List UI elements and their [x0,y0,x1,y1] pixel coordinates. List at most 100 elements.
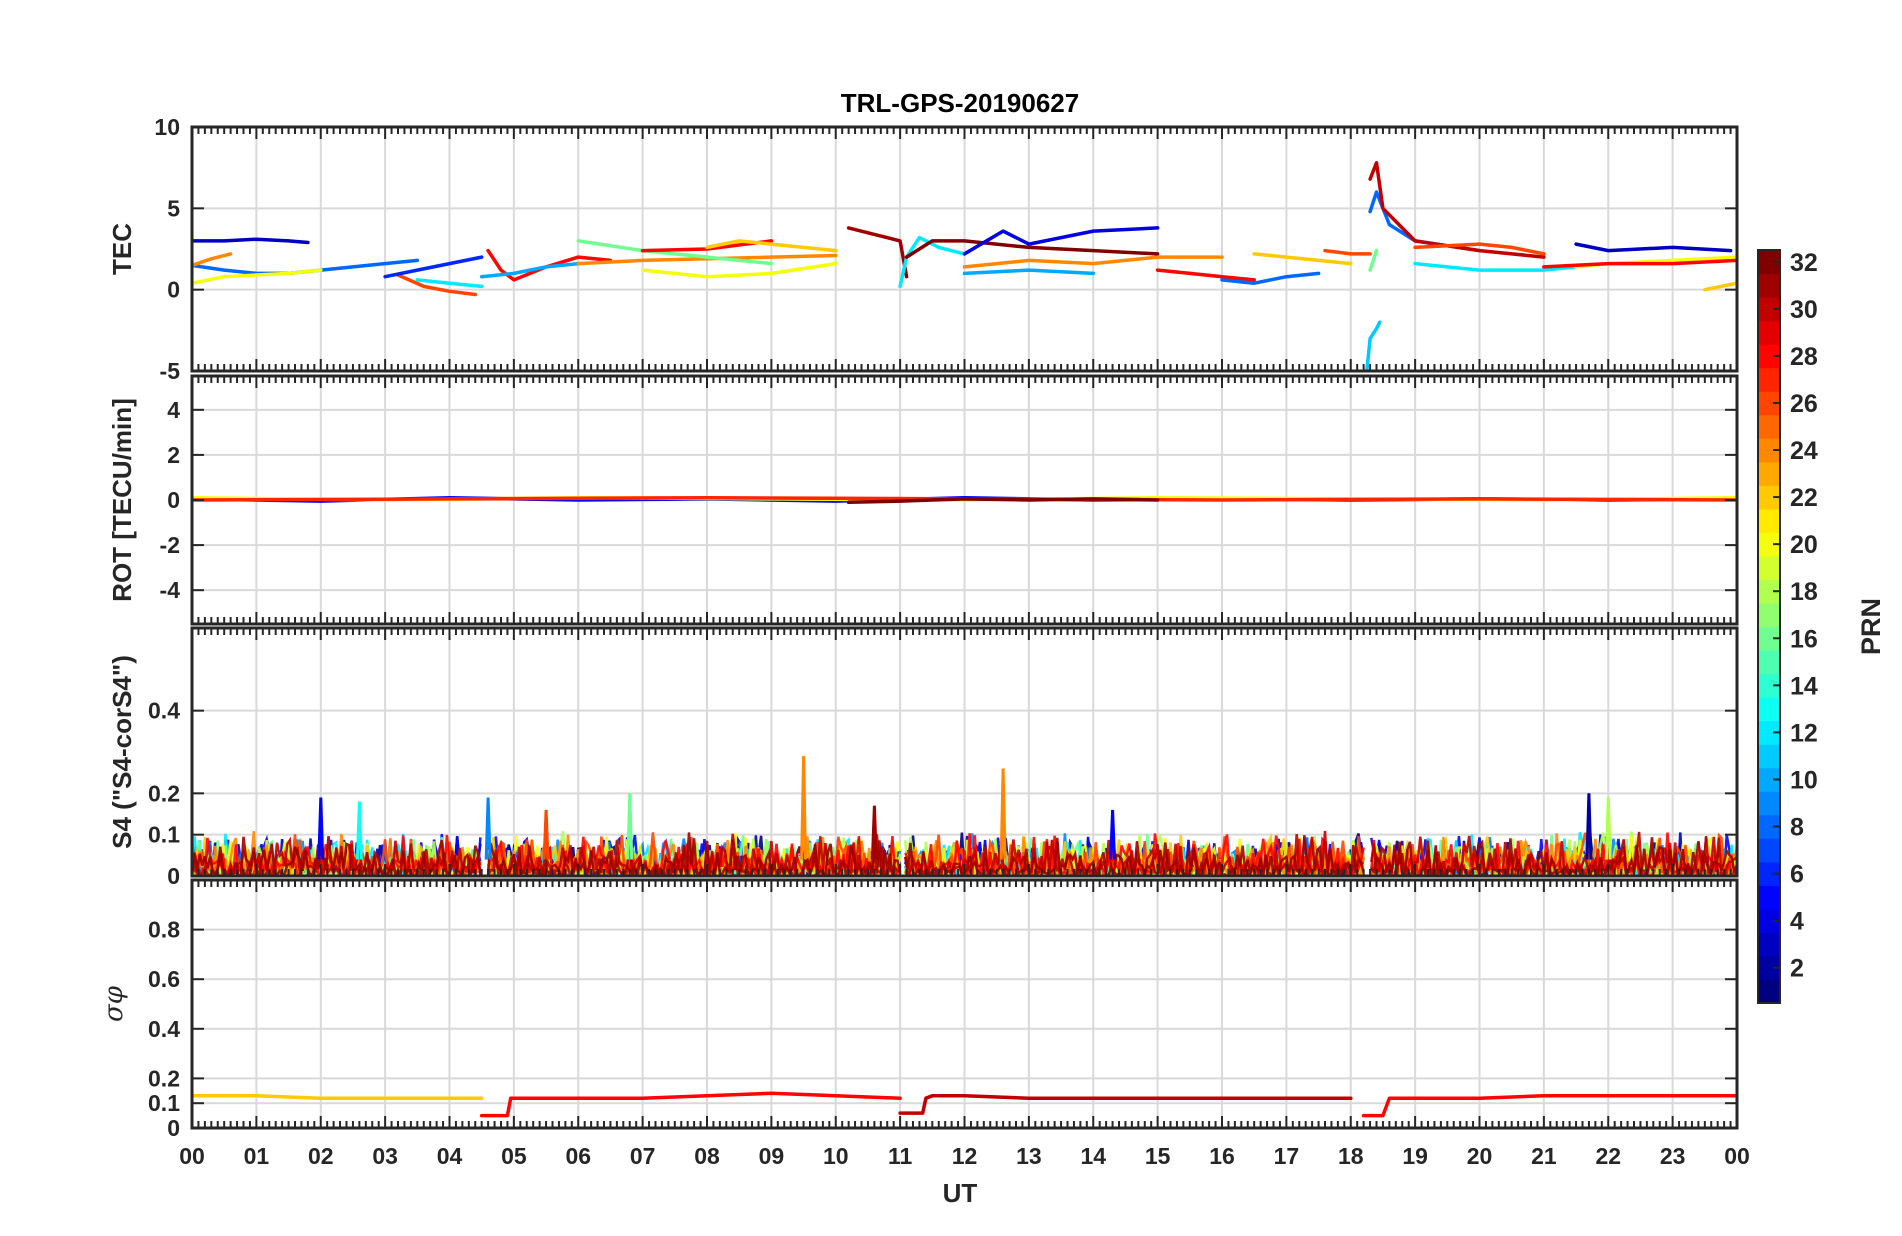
y-axis-label: σφ [99,985,129,1022]
series-prn-26 [396,273,478,297]
panel-data [192,495,1737,505]
y-tick-label: 0.6 [148,966,180,992]
colorbar-tick-label: 10 [1790,766,1818,794]
colorbar-frame [1757,249,1781,1004]
series-prn-16 [576,239,774,266]
x-tick-label: 12 [952,1143,978,1169]
series-prn-12 [898,235,967,289]
x-tick-label: 05 [501,1143,527,1169]
series-prn-24 [192,252,233,268]
colorbar-cell [1758,414,1780,439]
colorbar-cell [1758,838,1780,863]
series-prn-22 [192,1094,484,1100]
series-prn-20 [192,268,323,285]
panel-ticks [191,126,1738,372]
x-tick-label: 08 [694,1143,720,1169]
y-axis-label: TEC [107,223,137,275]
series-prn-3 [192,237,310,245]
colorbar-tick-label: 18 [1790,578,1818,606]
x-tick-label: 10 [823,1143,849,1169]
panel-ticks [191,628,1738,877]
colorbar-cell [1758,673,1780,698]
x-tick-label: 04 [437,1143,463,1169]
colorbar-cell [1758,602,1780,628]
x-tick-label: 15 [1145,1143,1171,1169]
colorbar-cell [1758,861,1780,886]
x-tick-label: 21 [1531,1143,1557,1169]
colorbar-cell [1758,461,1780,486]
series-prn-24 [962,255,1224,269]
y-tick-label: -2 [160,532,180,558]
series-prn-26 [1413,242,1546,256]
series-prn-28 [486,248,613,282]
panel-rot: -4 -2 0 2 4 ROT [TECU/min] [107,374,1739,626]
colorbar-label: PRN [1856,598,1886,655]
colorbar-cell [1758,908,1780,934]
x-tick-label: 09 [759,1143,785,1169]
series-prn-11 [1365,320,1382,371]
y-tick-label: 0 [167,1115,180,1141]
peak-prn-24 [999,768,1007,860]
colorbar-cell [1758,297,1780,322]
x-tick-label: 23 [1660,1143,1686,1169]
series-prn-4 [962,226,1160,256]
y-tick-label: -4 [160,577,181,603]
series-prn-30 [1368,161,1546,259]
colorbar-tick-label: 14 [1790,672,1818,700]
y-tick-label: 0.1 [148,1090,180,1116]
colorbar-cell [1758,250,1780,275]
x-tick-label: 00 [1724,1143,1750,1169]
panel-grid [191,628,1738,877]
y-tick-label: 0.4 [148,698,180,724]
x-tick-label: 01 [244,1143,270,1169]
colorbar-cell [1758,814,1780,839]
colorbar-cell [1758,367,1780,392]
peak-prn-26 [542,809,550,860]
y-tick-label: 0 [167,277,180,303]
series-prn-22 [1252,252,1353,266]
series-prn-32 [904,239,1160,259]
colorbar-tick-label: 32 [1790,249,1818,277]
y-tick-label: 2 [167,442,180,468]
colorbar-cell [1758,932,1780,957]
series-prn-28 [1361,1094,1737,1118]
panel-data [192,161,1737,371]
y-tick-label: 0.2 [148,780,180,806]
series-prn-30 [898,1094,1353,1115]
colorbar-tick-label: 4 [1790,908,1804,936]
y-axis-label: S4 ("S4-corS4") [107,655,137,849]
colorbar-tick-label: 8 [1790,814,1804,842]
colorbar-tick-label: 6 [1790,861,1804,889]
peak-prn-13 [355,801,363,860]
x-axis-label: UT [943,1178,978,1208]
colorbar-cell [1758,791,1780,816]
series-prn-26 [1323,248,1372,256]
y-tick-label: 0 [167,487,180,513]
colorbar-cell [1758,626,1780,651]
peak-prn-31 [870,805,878,860]
series-prn-28 [1542,258,1737,269]
x-tick-label: 11 [888,1143,913,1169]
colorbar-cell [1758,555,1780,581]
x-tick-label: 17 [1274,1143,1300,1169]
panel-sigma: 00.10.2 0.4 0.6 0.8 σφ [99,878,1739,1141]
series-prn-8 [1220,271,1321,285]
panel-s4: 0 0.1 0.2 0.4 S4 ("S4-corS4") [107,626,1739,889]
colorbar-cell [1758,955,1780,981]
y-axis-label: ROT [TECU/min] [107,398,137,602]
x-tick-label: 19 [1402,1143,1428,1169]
series-prn-12 [415,278,484,289]
y-tick-label: 5 [167,195,180,221]
y-tick-label: -5 [160,358,181,384]
colorbar-cell [1758,485,1780,510]
y-tick-label: 0.8 [148,917,180,943]
series-prn-10 [962,268,1096,276]
chart-title: TRL-GPS-20190627 [841,88,1079,118]
series-prn-28 [1155,268,1256,282]
series-prn-6 [383,255,484,279]
colorbar-cell [1758,532,1780,557]
peak-prn-5 [317,797,325,860]
peak-prn-2 [1585,793,1593,860]
colorbar-cell [1758,767,1780,792]
